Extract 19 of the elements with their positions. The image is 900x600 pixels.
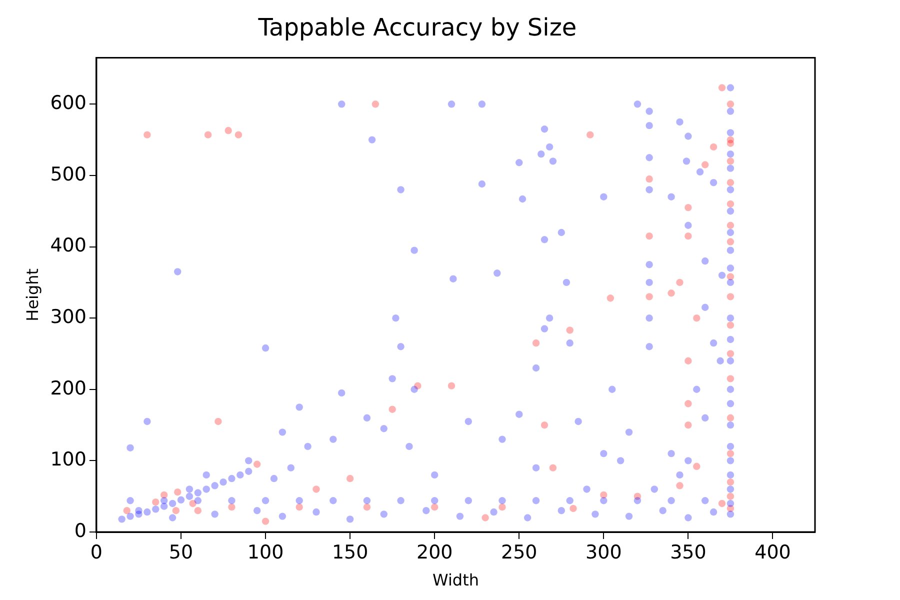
y-tick-label: 600 [50, 92, 86, 114]
x-tick-label: 50 [168, 541, 194, 564]
x-tick-label: 200 [416, 541, 453, 564]
y-tick-label: 500 [50, 163, 86, 186]
x-tick-label: 150 [332, 541, 368, 564]
x-tick-label: 350 [670, 541, 706, 564]
y-axis-title: Height [22, 268, 42, 322]
x-tick-label: 400 [754, 541, 791, 564]
x-tick-label: 0 [90, 541, 103, 564]
x-axis-title: Width [432, 570, 479, 590]
y-tick-label: 100 [50, 448, 86, 471]
y-tick-label: 200 [50, 377, 86, 400]
y-tick-label: 300 [50, 306, 86, 328]
y-tick-label: 400 [50, 234, 86, 257]
x-tick-label: 100 [247, 541, 284, 564]
x-tick-label: 250 [501, 541, 538, 564]
x-tick-label: 300 [586, 541, 622, 564]
y-tick-label: 0 [74, 520, 86, 542]
chart-title: Tappable Accuracy by Size [257, 14, 577, 42]
